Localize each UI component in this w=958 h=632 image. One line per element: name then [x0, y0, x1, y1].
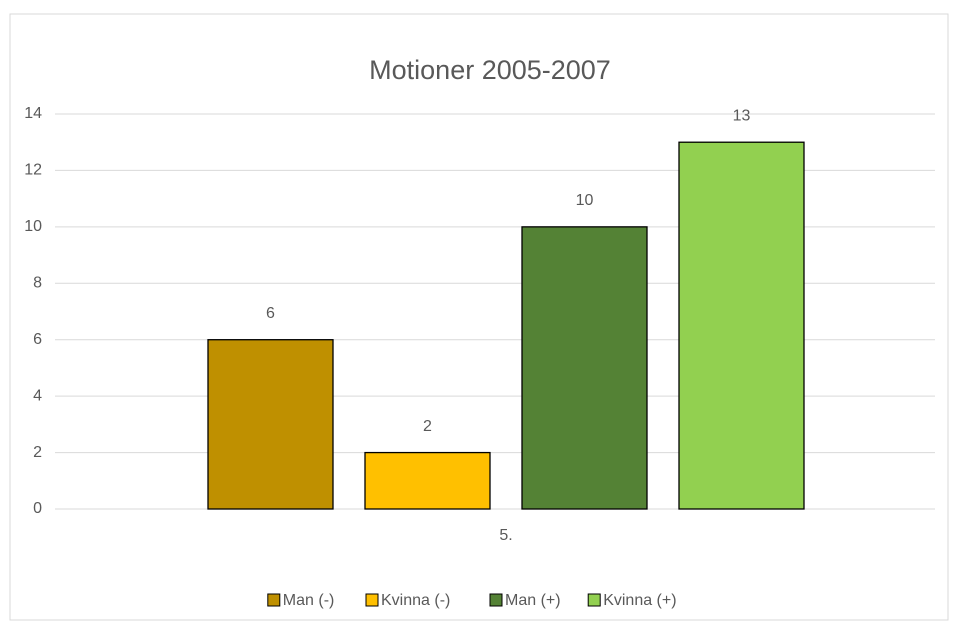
bar — [364, 451, 491, 510]
data-label: 13 — [733, 107, 751, 124]
legend-label: Kvinna (+) — [603, 592, 676, 609]
legend-swatch — [587, 593, 601, 607]
data-label: 6 — [266, 305, 275, 322]
legend-swatch — [267, 593, 281, 607]
y-tick-label: 12 — [24, 162, 42, 179]
bar — [678, 141, 805, 510]
y-tick-label: 0 — [33, 500, 42, 517]
legend-label: Man (-) — [283, 592, 335, 609]
legend-label: Man (+) — [505, 592, 561, 609]
chart-title: Motioner 2005-2007 — [369, 55, 611, 85]
data-label: 10 — [576, 192, 594, 209]
bar — [207, 339, 334, 510]
legend-label: Kvinna (-) — [381, 592, 450, 609]
legend-swatch — [365, 593, 379, 607]
legend-swatch — [489, 593, 503, 607]
data-label: 2 — [423, 418, 432, 435]
y-tick-label: 4 — [33, 387, 42, 404]
y-tick-label: 2 — [33, 444, 42, 461]
x-tick-label: 5. — [499, 527, 512, 544]
y-tick-label: 8 — [33, 275, 42, 292]
bar — [521, 226, 648, 510]
y-tick-label: 14 — [24, 105, 42, 122]
chart-border — [9, 13, 949, 621]
y-tick-label: 6 — [33, 331, 42, 348]
y-tick-label: 10 — [24, 218, 42, 235]
